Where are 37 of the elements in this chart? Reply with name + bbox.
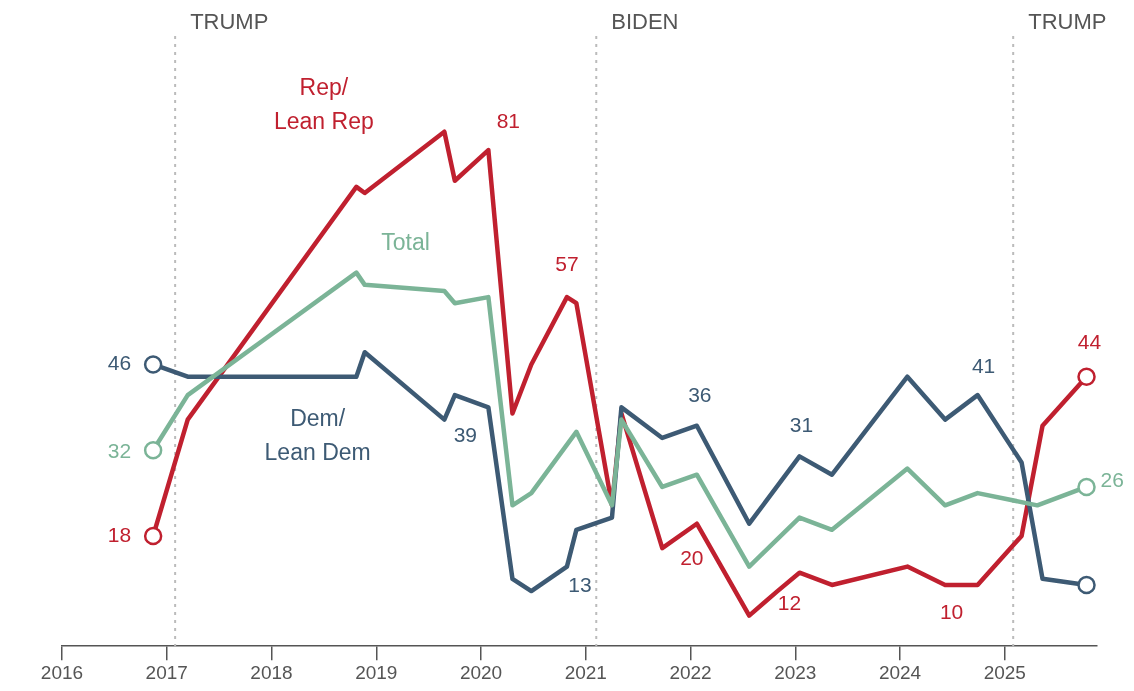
x-tick-label: 2022 [669,661,712,683]
x-tick-label: 2017 [145,661,188,683]
data-label: 10 [939,599,964,623]
data-label: 44 [1077,329,1102,353]
data-label: 13 [568,573,592,597]
x-tick-label: 2021 [564,661,607,683]
data-label: 46 [107,351,132,375]
x-tick-label: 2025 [983,661,1026,683]
series-label: Dem/ Lean Dem [264,405,371,466]
data-label: 26 [1100,467,1124,491]
point [143,355,163,374]
ref-line-label: BIDEN [611,9,679,35]
data-label: 18 [107,522,132,546]
data-label: 32 [107,439,132,463]
data-label: 31 [789,413,814,437]
point [1077,367,1096,386]
data-label: 41 [971,353,996,377]
series-label: Total [381,229,430,256]
point [143,440,163,460]
ref-line-label: TRUMP [190,9,269,35]
data-label: 57 [555,251,579,275]
x-tick-label: 2016 [40,661,84,683]
point [1077,477,1096,497]
point [143,526,163,546]
point [1077,575,1096,595]
data-label: 20 [680,545,704,569]
x-tick-label: 2020 [459,661,503,683]
data-label: 36 [688,382,712,406]
x-tick-label: 2023 [774,661,817,683]
data-label: 39 [453,423,478,447]
data-label: 12 [777,590,802,614]
data-label: 81 [496,108,521,132]
x-tick-label: 2019 [355,661,398,683]
ref-line-label: TRUMP [1028,9,1107,35]
x-tick-label: 2024 [878,661,922,683]
x-tick-label: 2018 [250,661,293,683]
series-label: Rep/ Lean Rep [273,74,374,135]
